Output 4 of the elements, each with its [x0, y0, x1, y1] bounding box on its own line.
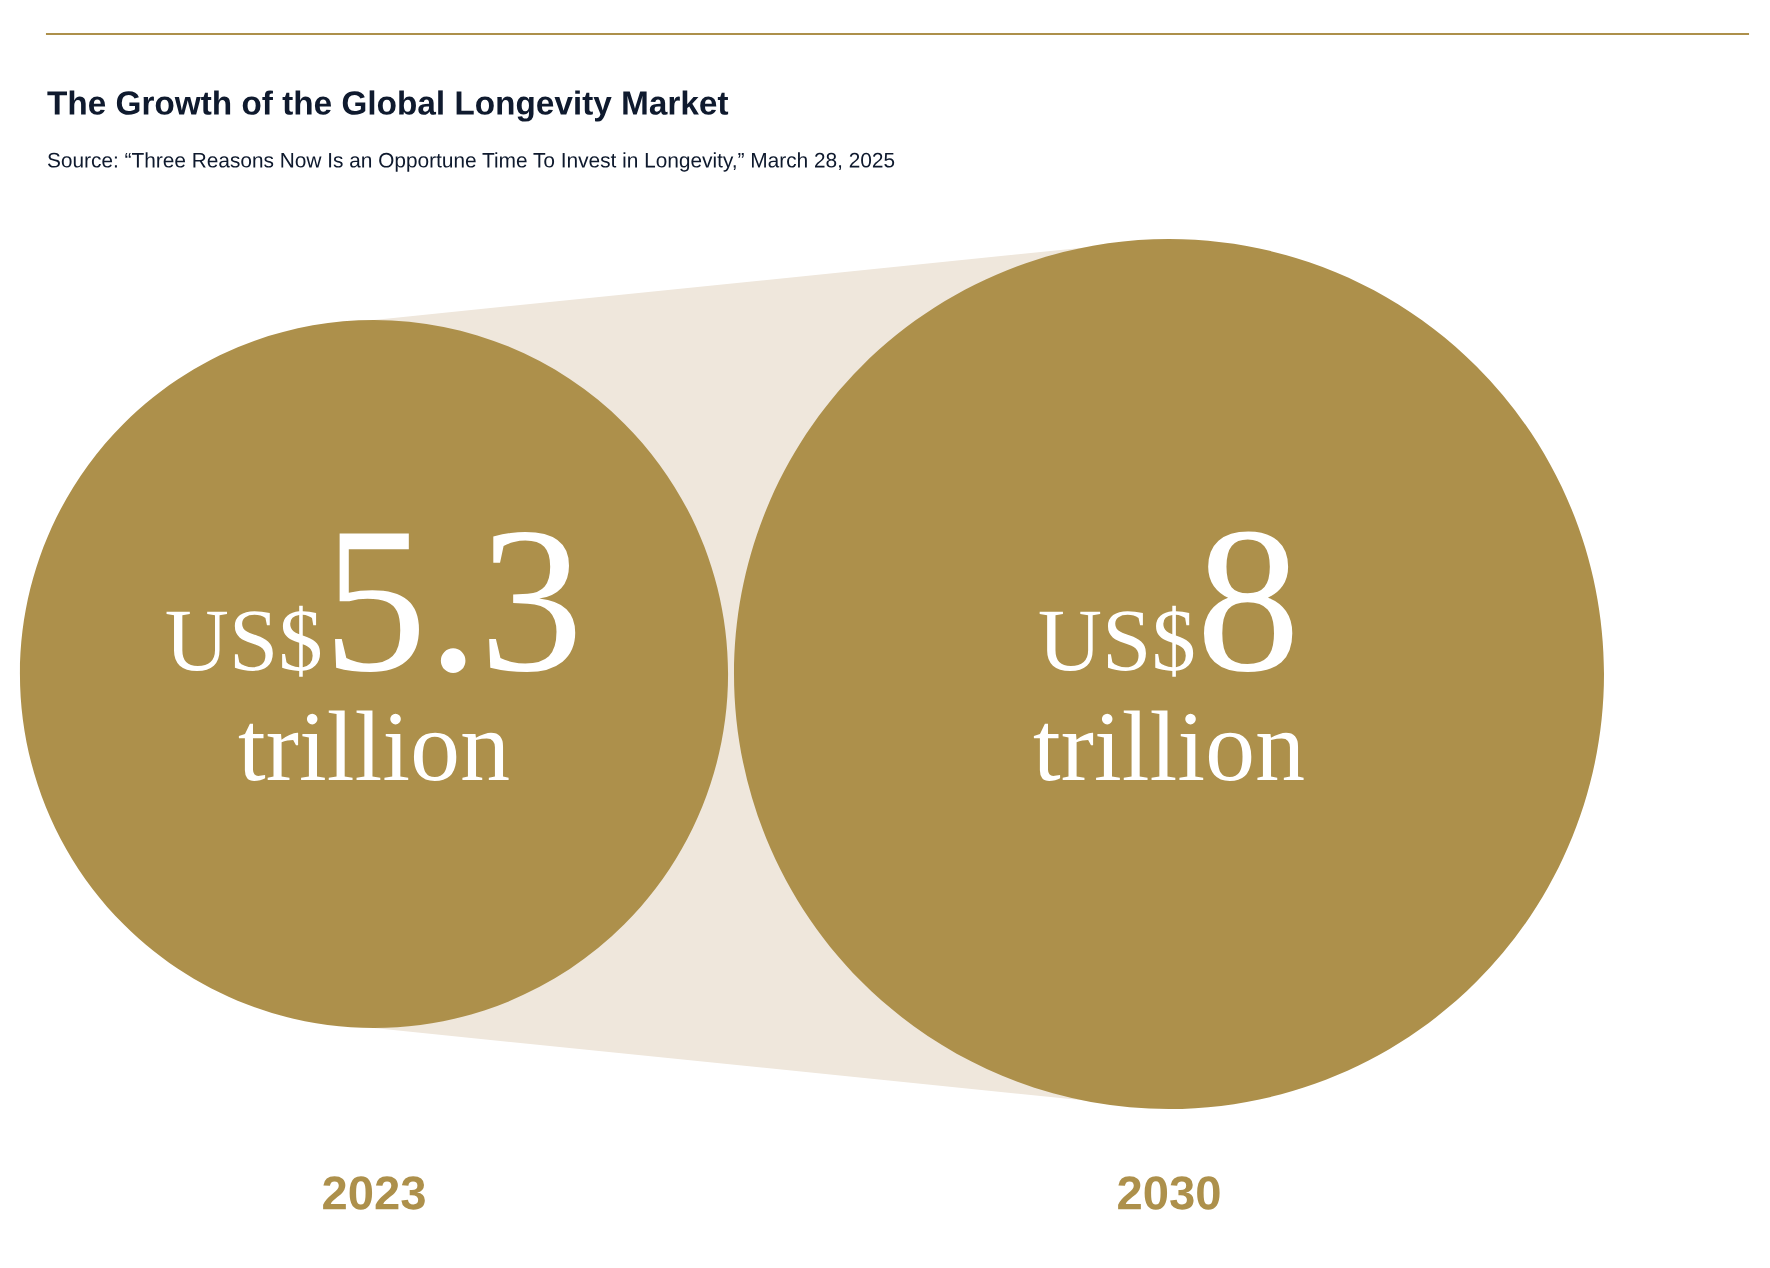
source-note: Source: “Three Reasons Now Is an Opportune Time To Invest in Longevity,” March 28, 2025 [47, 152, 895, 172]
text: The Growth of the Global Longevity Market [47, 90, 729, 122]
category-label: 2030 [1118, 1176, 1220, 1210]
category-label: 2023 [323, 1176, 425, 1210]
